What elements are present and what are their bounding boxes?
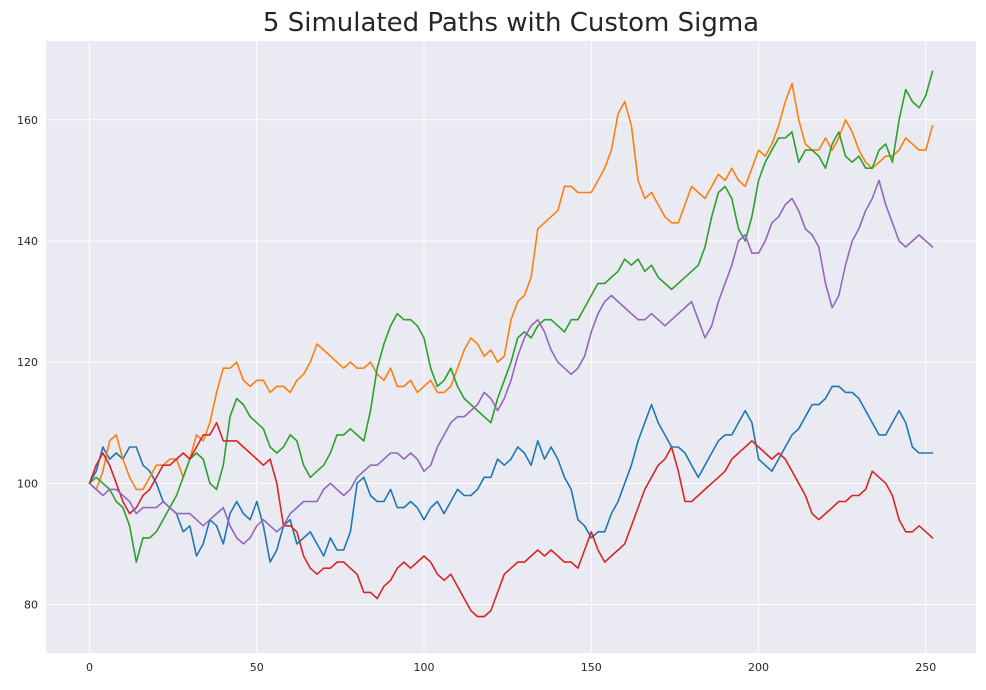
x-tick-label: 250 [915,661,936,674]
x-tick-label: 0 [86,661,93,674]
series-line-path-4 [88,421,934,618]
series-line-path-5 [88,179,934,545]
y-tick-label: 100 [17,477,38,490]
series-lines [88,70,934,618]
y-tick-label: 160 [17,114,38,127]
x-tick-label: 150 [581,661,602,674]
plot-area [46,41,976,653]
grid-lines [46,41,976,653]
y-tick-label: 80 [24,599,38,612]
x-tick-label: 50 [250,661,264,674]
x-tick-label: 200 [748,661,769,674]
y-tick-label: 140 [17,235,38,248]
y-tick-label: 120 [17,356,38,369]
axis-ticks: 0 50 100 150 200 250 80 100 120 140 160 [17,114,936,674]
x-tick-label: 100 [414,661,435,674]
chart-title: 5 Simulated Paths with Custom Sigma [263,8,759,38]
series-line-path-3 [88,70,934,563]
series-line-path-1 [88,385,934,563]
series-line-path-2 [88,82,934,491]
